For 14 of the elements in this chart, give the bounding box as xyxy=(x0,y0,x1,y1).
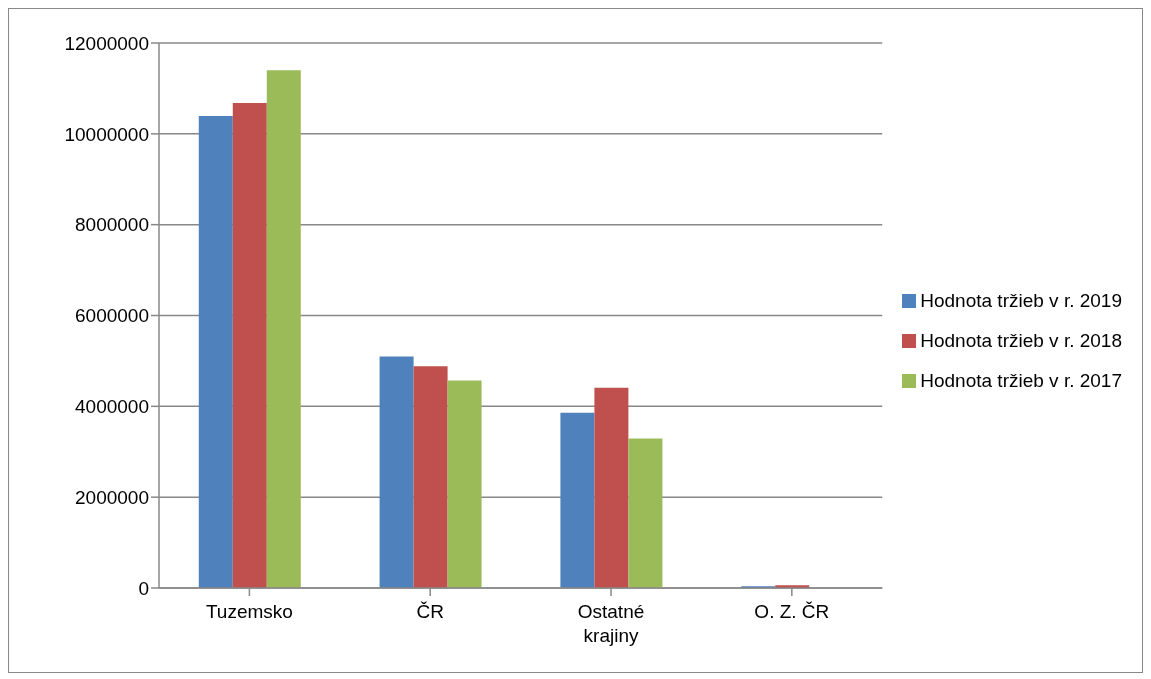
y-tick-label: 4000000 xyxy=(75,396,149,418)
legend-label: Hodnota tržieb v r. 2019 xyxy=(920,289,1122,311)
y-tick-label: 2000000 xyxy=(75,486,149,508)
legend-label: Hodnota tržieb v r. 2017 xyxy=(920,369,1122,391)
legend-label: Hodnota tržieb v r. 2018 xyxy=(920,329,1122,351)
x-tick-label: Tuzemsko xyxy=(205,601,293,622)
y-tick-label: 6000000 xyxy=(75,305,149,327)
y-tick-label: 12000000 xyxy=(64,32,149,54)
y-tick-label: 10000000 xyxy=(64,123,149,145)
x-tick-label: Ostatné krajiny xyxy=(577,601,645,646)
x-tick-label: O. Z. ČR xyxy=(754,601,830,622)
y-tick-label: 8000000 xyxy=(75,214,149,236)
x-tick-label: ČR xyxy=(416,601,444,622)
y-tick-label: 0 xyxy=(138,577,149,599)
